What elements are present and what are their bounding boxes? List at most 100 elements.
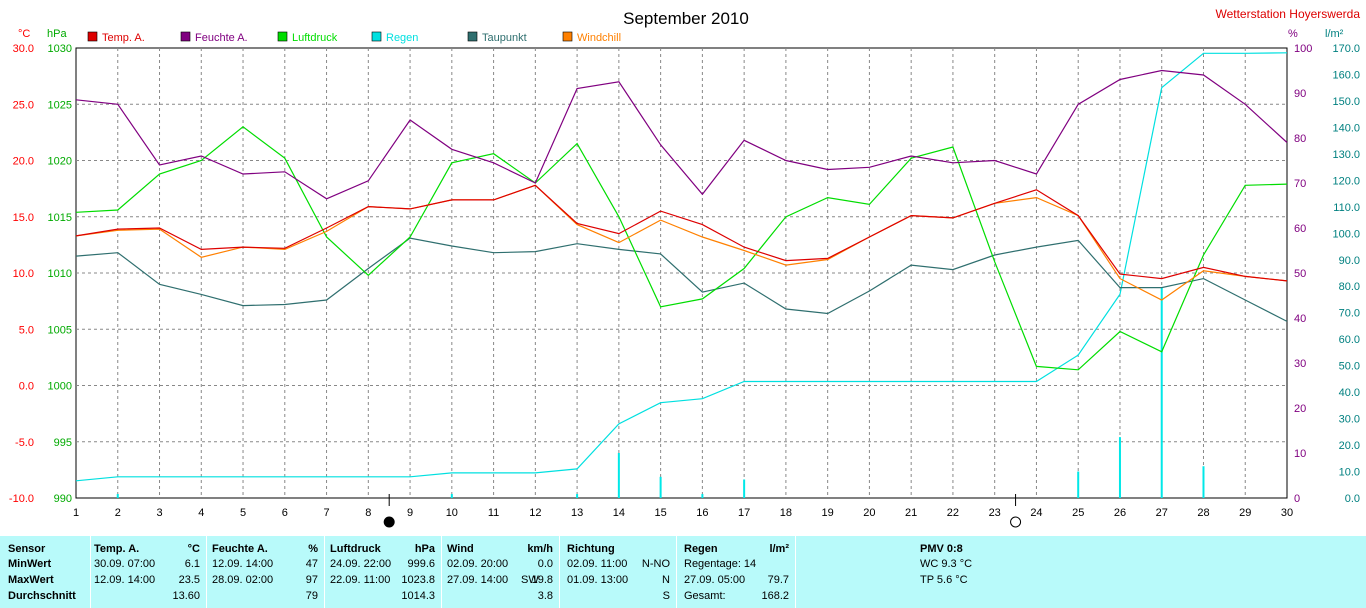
- pressure-max-time: 22.09. 11:00: [330, 574, 391, 586]
- pressure-avg-value: 1014.3: [401, 590, 435, 602]
- x-tick-label: 17: [738, 507, 750, 519]
- rain-total-label: Gesamt:: [684, 590, 726, 602]
- x-tick-label: 25: [1072, 507, 1084, 519]
- pmv-dewpoint: TP 5.6 °C: [920, 574, 968, 586]
- stats-direction-header: Richtung: [567, 543, 615, 555]
- temp-avg-value: 13.60: [172, 590, 200, 602]
- x-tick-label: 23: [989, 507, 1001, 519]
- legend-label: Feuchte A.: [195, 32, 248, 44]
- stats-wind-box: Wind km/h 02.09. 20:00 0.0 27.09. 14:00 …: [441, 536, 560, 608]
- humidity-tick-label: 100: [1294, 43, 1312, 55]
- humidity-tick-label: 90: [1294, 88, 1306, 100]
- row-label-min: MinWert: [8, 558, 52, 570]
- stats-rain-header: Regen: [684, 543, 718, 555]
- pressure-tick-label: 1015: [48, 212, 72, 224]
- x-tick-label: 14: [613, 507, 625, 519]
- stats-temp-unit: °C: [187, 543, 200, 555]
- legend-swatch: [87, 31, 98, 42]
- x-tick-label: 2: [115, 507, 121, 519]
- wind-max-direction: SW: [521, 574, 539, 586]
- rain-tick-label: 140.0: [1332, 122, 1360, 134]
- series-temp-a: [75, 184, 1288, 282]
- humidity-max-time: 28.09. 02:00: [212, 574, 274, 586]
- x-tick-label: 13: [571, 507, 583, 519]
- series-lines: [75, 52, 1288, 482]
- wind-avg-value: 3.8: [537, 590, 553, 602]
- series-feuchte-a: [75, 69, 1288, 200]
- x-tick-label: 20: [863, 507, 875, 519]
- temp-tick-label: 20.0: [13, 156, 34, 168]
- temp-max-time: 12.09. 14:00: [94, 574, 156, 586]
- row-label-avg: Durchschnitt: [8, 590, 76, 602]
- humidity-min-time: 12.09. 14:00: [212, 558, 274, 570]
- pressure-max-value: 1023.8: [401, 574, 435, 586]
- humidity-tick-label: 10: [1294, 448, 1306, 460]
- chart-grid: [75, 47, 1288, 499]
- unit-pressure: hPa: [47, 28, 67, 40]
- rain-tick-label: 120.0: [1332, 175, 1360, 187]
- unit-humidity: %: [1288, 28, 1298, 40]
- humidity-tick-label: 20: [1294, 403, 1306, 415]
- stats-rain-unit: l/m²: [769, 543, 789, 555]
- wind-min-time: 02.09. 20:00: [447, 558, 509, 570]
- x-tick-label: 28: [1197, 507, 1209, 519]
- rain-tick-label: 80.0: [1339, 281, 1360, 293]
- pressure-tick-label: 1020: [48, 156, 72, 168]
- pressure-tick-label: 1010: [48, 268, 72, 280]
- rain-tick-label: 50.0: [1339, 361, 1360, 373]
- stats-rain-box: Regen l/m² Regentage: 14 27.09. 05:00 79…: [676, 536, 796, 608]
- stats-direction-box: Richtung 02.09. 11:00 N-NO 01.09. 13:00 …: [559, 536, 677, 608]
- x-tick-label: 16: [696, 507, 708, 519]
- series-taupunkt: [75, 237, 1288, 322]
- stats-pressure-box: Luftdruck hPa 24.09. 22:00 999.6 22.09. …: [324, 536, 442, 608]
- series-luftdruck: [75, 126, 1288, 371]
- x-tick-label: 1: [73, 507, 79, 519]
- stats-sensor-header: Sensor: [8, 543, 46, 555]
- rain-tick-label: 40.0: [1339, 387, 1360, 399]
- x-tick-label: 19: [822, 507, 834, 519]
- legend-swatch: [467, 31, 478, 42]
- temp-tick-label: 25.0: [13, 99, 34, 111]
- temp-min-time: 30.09. 07:00: [94, 558, 156, 570]
- stats-pressure-unit: hPa: [414, 543, 435, 555]
- chart-title: September 2010: [623, 9, 749, 28]
- daily-rain-bars: [116, 287, 1205, 498]
- x-tick-label: 4: [198, 507, 204, 519]
- stats-temp-header: Temp. A.: [94, 543, 140, 555]
- pressure-min-time: 24.09. 22:00: [330, 558, 392, 570]
- stats-wind-unit: km/h: [527, 543, 553, 555]
- x-tick-label: 3: [156, 507, 162, 519]
- pmv-windchill: WC 9.3 °C: [920, 558, 973, 570]
- legend-swatch: [277, 31, 288, 42]
- stats-humidity-unit: %: [308, 543, 318, 555]
- direction-min-value: N-NO: [641, 558, 670, 570]
- humidity-max-value: 97: [305, 574, 318, 586]
- wind-max-value: 19.8: [531, 574, 553, 586]
- temp-tick-label: 0.0: [19, 381, 34, 393]
- legend-label: Taupunkt: [482, 32, 527, 44]
- rain-total-value: 168.2: [761, 590, 789, 602]
- rain-tick-label: 30.0: [1339, 414, 1360, 426]
- humidity-tick-label: 70: [1294, 178, 1306, 190]
- legend-swatch: [562, 31, 573, 42]
- humidity-tick-label: 0: [1294, 493, 1300, 505]
- wind-max-time: 27.09. 14:00: [447, 574, 509, 586]
- pressure-tick-label: 995: [54, 437, 72, 449]
- temp-tick-label: 30.0: [13, 43, 34, 55]
- unit-rain: l/m²: [1325, 28, 1344, 40]
- rain-tick-label: 130.0: [1332, 149, 1360, 161]
- wind-min-value: 0.0: [537, 558, 553, 570]
- temp-tick-label: 5.0: [19, 324, 34, 336]
- rain-tick-label: 70.0: [1339, 308, 1360, 320]
- x-tick-label: 21: [905, 507, 917, 519]
- row-label-max: MaxWert: [8, 574, 54, 586]
- direction-avg-value: S: [662, 590, 670, 602]
- temp-max-value: 23.5: [178, 574, 200, 586]
- humidity-tick-label: 60: [1294, 223, 1306, 235]
- stats-wind-header: Wind: [447, 543, 474, 555]
- x-tick-label: 15: [654, 507, 666, 519]
- legend: Temp. A. Feuchte A. Luftdruck Regen Taupunkt…: [87, 31, 621, 44]
- new-moon-icon: [383, 516, 395, 528]
- humidity-tick-label: 30: [1294, 358, 1306, 370]
- series-regen: [75, 52, 1288, 482]
